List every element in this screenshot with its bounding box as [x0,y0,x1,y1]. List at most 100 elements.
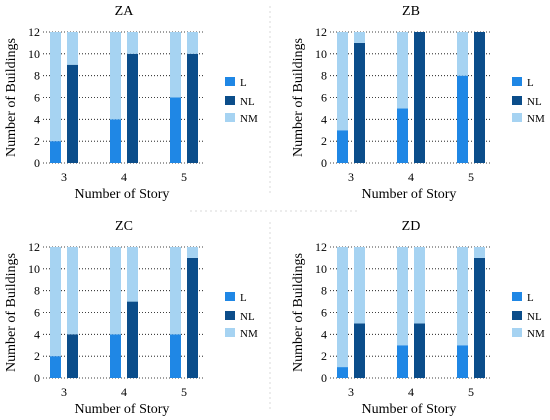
bar-NL-story-3 [67,64,78,163]
legend-label-L: L [240,77,247,89]
bar-NM-right-story-4 [127,32,138,54]
x-tick-label: 5 [468,385,474,399]
legend-label-NM: NM [240,328,258,340]
y-tick-label: 12 [315,25,327,39]
bar-NL-story-5 [187,257,198,378]
bar-NL-story-4 [127,301,138,378]
y-tick-label: 10 [315,47,327,61]
chart-title: ZC [115,219,133,234]
legend-swatch-NM [225,113,235,122]
bar-NM-left-story-5 [457,247,468,346]
bar-NL-story-5 [474,32,485,163]
chart-panel-zc: ZC 0 2 4 6 8 10 12 Number of Buildings 3 4 5 Number … [4,219,258,417]
y-tick-label: 12 [315,240,327,254]
bar-NM-left-story-5 [170,247,181,335]
bar-NM-left-story-4 [397,32,408,109]
legend-swatch-L [225,77,235,86]
y-tick-label: 0 [34,156,40,170]
y-tick-label: 2 [34,134,40,148]
bar-L-story-4 [110,119,121,163]
legend-label-L: L [527,77,534,89]
y-tick-label: 6 [34,91,40,105]
y-tick-label: 8 [321,69,327,83]
y-tick-label: 4 [321,327,327,341]
bar-NL-story-4 [414,323,425,378]
y-tick-label: 0 [34,371,40,385]
x-tick-label: 3 [61,385,67,399]
x-tick-label: 4 [408,170,414,184]
bar-NM-left-story-4 [110,247,121,335]
y-tick-label: 0 [321,371,327,385]
chart-panel-za: ZA 0 2 4 6 8 10 12 Number of Buildings 3 4 5 Number … [4,4,258,202]
bar-NM-left-story-3 [337,32,348,131]
bar-NL-story-5 [187,53,198,164]
y-tick-label: 12 [28,25,40,39]
x-axis-label: Number of Story [75,187,170,202]
bar-L-story-3 [50,356,61,378]
legend-label-NM: NM [527,113,545,125]
y-tick-label: 4 [34,112,40,126]
legend-swatch-NL [225,311,235,320]
chart-panel-zb: ZB 0 2 4 6 8 10 12 Number of Buildings 3 4 5 Number … [291,4,545,202]
x-axis-label: Number of Story [362,402,457,417]
bar-NM-left-story-3 [50,247,61,357]
bar-NL-story-4 [414,32,425,163]
x-tick-label: 3 [348,170,354,184]
x-tick-label: 5 [181,385,187,399]
bar-NM-right-story-3 [354,32,365,43]
y-tick-label: 6 [321,91,327,105]
x-tick-label: 4 [121,385,127,399]
x-tick-label: 3 [61,170,67,184]
y-tick-label: 2 [321,134,327,148]
y-tick-label: 4 [34,327,40,341]
chart-title: ZD [402,219,421,234]
y-tick-label: 0 [321,156,327,170]
bar-NM-left-story-3 [337,247,348,368]
legend-label-NL: NL [527,96,542,108]
y-tick-label: 8 [34,284,40,298]
legend-label-L: L [527,292,534,304]
x-axis-label: Number of Story [362,187,457,202]
y-tick-label: 12 [28,240,40,254]
bar-L-story-3 [337,130,348,163]
bar-NM-left-story-3 [50,32,61,142]
legend-swatch-NL [225,96,235,105]
bar-NM-right-story-3 [67,247,78,335]
x-tick-label: 5 [468,170,474,184]
bar-NM-right-story-4 [127,247,138,302]
bar-L-story-4 [110,334,121,378]
bar-L-story-3 [337,367,348,378]
bar-NL-story-3 [67,334,78,378]
legend-swatch-NL [512,311,522,320]
legend-label-L: L [240,292,247,304]
y-tick-label: 8 [34,69,40,83]
y-tick-label: 6 [34,306,40,320]
y-axis-label: Number of Buildings [4,253,19,372]
legend-swatch-NL [512,96,522,105]
bar-NL-story-3 [354,323,365,378]
legend-label-NL: NL [240,96,255,108]
bar-NM-left-story-4 [397,247,408,346]
x-axis-label: Number of Story [75,402,170,417]
bar-L-story-5 [457,75,468,163]
legend-label-NL: NL [240,311,255,323]
bar-L-story-5 [170,334,181,378]
y-tick-label: 10 [315,262,327,276]
bar-NM-right-story-3 [67,32,78,65]
y-axis-label: Number of Buildings [4,38,19,157]
bar-NL-story-3 [354,42,365,163]
legend-swatch-L [512,292,522,301]
y-tick-label: 10 [28,262,40,276]
bar-NM-right-story-3 [354,247,365,324]
legend-label-NM: NM [240,113,258,125]
legend-swatch-L [512,77,522,86]
bar-NL-story-5 [474,257,485,378]
x-tick-label: 5 [181,170,187,184]
bar-NM-left-story-5 [457,32,468,76]
x-tick-label: 4 [121,170,127,184]
legend-swatch-NM [512,113,522,122]
y-axis-label: Number of Buildings [291,38,306,157]
bar-NM-right-story-5 [187,32,198,54]
chart-panel-zd: ZD 0 2 4 6 8 10 12 Number of Buildings 3 4 5 Number … [291,219,545,417]
